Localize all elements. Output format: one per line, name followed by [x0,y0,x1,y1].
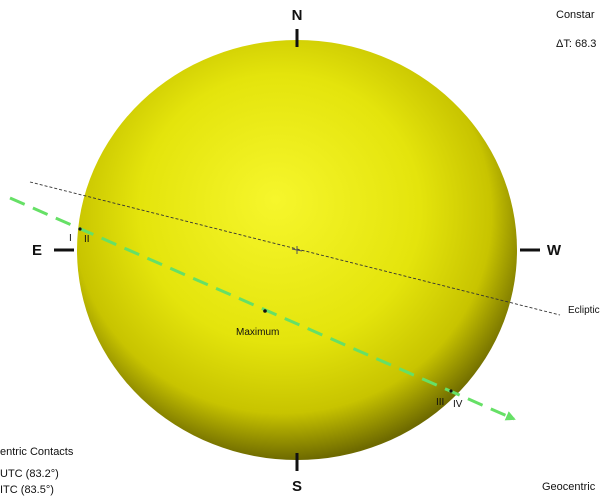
contact-row-1: UTC (83.2°) [0,468,59,480]
maximum-point [263,309,267,313]
east-label: E [32,242,42,259]
contact-2-label: II [84,234,90,245]
west-label: W [547,242,562,259]
contact-1-label: I [69,233,72,244]
south-label: S [292,478,302,495]
contact-3-label: III [436,397,444,408]
contact-point-egress [449,389,453,393]
transit-path [9,196,516,421]
info-constants: Constar [556,9,595,21]
geocentric-heading: Geocentric [542,481,596,493]
ecliptic-label: Ecliptic [568,305,600,316]
ecliptic-line [29,181,561,316]
contact-4-label: IV [453,399,463,410]
contacts-heading: entric Contacts [0,446,74,458]
north-label: N [292,7,303,24]
maximum-label: Maximum [236,327,279,338]
contact-row-2: ITC (83.5°) [0,484,54,496]
info-delta-t: ΔT: 68.3 [556,38,597,50]
contact-point-ingress [78,227,82,231]
